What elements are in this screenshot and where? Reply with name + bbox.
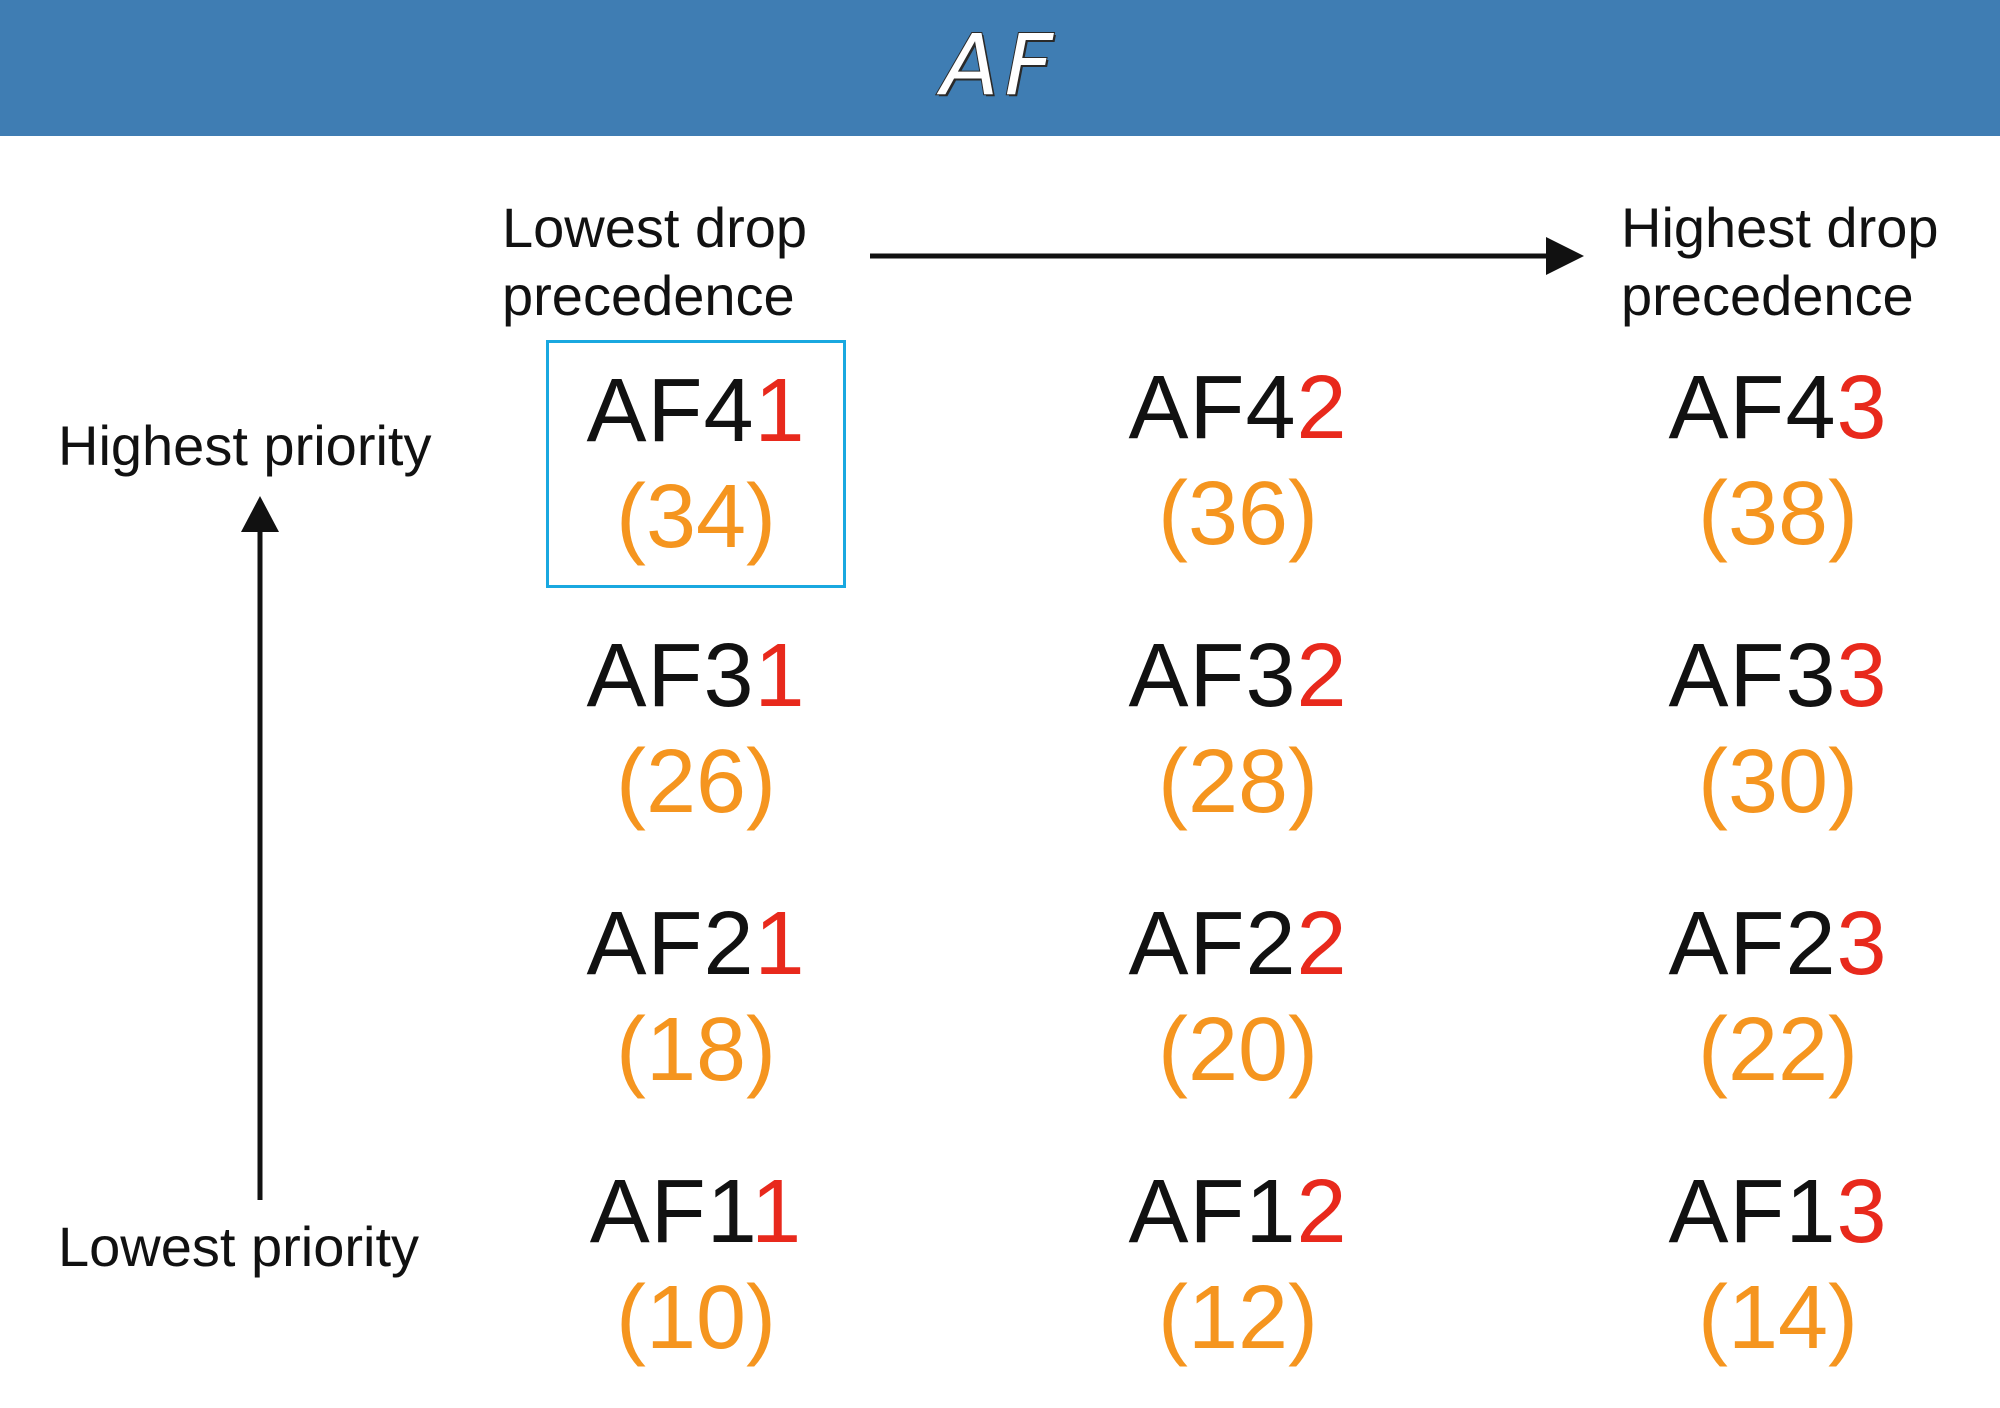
af-code: AF21 [546,894,846,994]
dscp-value: (12) [1157,1268,1319,1368]
dscp-value: (22) [1697,1000,1859,1100]
af-drop-digit: 3 [1836,626,1888,726]
lowest-priority-label: Lowest priority [58,1215,420,1278]
dscp-value: (20) [1157,1000,1319,1100]
dscp-value: (28) [1157,732,1319,832]
af-code: AF12 [1088,1162,1388,1262]
af-drop-digit: 1 [754,894,806,994]
af-code: AF43 [1628,358,1928,458]
af-class-prefix: AF2 [1668,894,1837,994]
af-drop-digit: 2 [1296,626,1348,726]
af-cell: AF33 (30) [1628,608,1928,856]
dscp-value: (34) [615,467,777,567]
priority-arrow-head [241,496,279,532]
af-class-prefix: AF1 [1128,1162,1297,1262]
af-cell: AF31 (26) [546,608,846,856]
lowest-drop-label-line-2: precedence [502,264,795,327]
af-code: AF42 [1088,358,1388,458]
drop-precedence-arrow [870,237,1584,275]
af-class-prefix: AF1 [1668,1162,1837,1262]
af-drop-digit: 2 [1296,1162,1348,1262]
af-cell: AF13 (14) [1628,1144,1928,1392]
af-cell: AF23 (22) [1628,876,1928,1124]
af-code: AF31 [546,626,846,726]
title-bar: AF [0,0,2000,136]
af-class-prefix: AF2 [586,894,755,994]
af-cell: AF21 (18) [546,876,846,1124]
af-cell: AF11 (10) [546,1144,846,1392]
af-drop-digit: 1 [754,361,806,461]
highest-drop-label-line-1: Highest drop [1621,196,1939,259]
highest-drop-label-line-2: precedence [1621,264,1914,327]
af-class-prefix: AF4 [1668,358,1837,458]
dscp-value: (30) [1697,732,1859,832]
dscp-value: (18) [615,1000,777,1100]
af-class-prefix: AF3 [586,626,755,726]
af-drop-digit: 1 [751,1162,803,1262]
af-drop-digit: 2 [1296,358,1348,458]
af-code: AF32 [1088,626,1388,726]
af-class-prefix: AF3 [1668,626,1837,726]
af-drop-digit: 3 [1836,1162,1888,1262]
af-code: AF41 [549,361,843,461]
lowest-drop-precedence-label: Lowest drop precedence [502,194,807,330]
dscp-value: (36) [1157,464,1319,564]
priority-arrow [241,496,279,1200]
drop-precedence-arrow-head [1546,237,1584,275]
af-cell: AF42 (36) [1088,340,1388,588]
dscp-value: (26) [615,732,777,832]
page-title: AF [940,15,1059,115]
af-class-prefix: AF1 [589,1162,752,1262]
highest-drop-precedence-label: Highest drop precedence [1621,194,1939,330]
af-code: AF22 [1088,894,1388,994]
af-cell: AF22 (20) [1088,876,1388,1124]
lowest-drop-label-line-1: Lowest drop [502,196,808,259]
dscp-value: (14) [1697,1268,1859,1368]
af-class-prefix: AF2 [1128,894,1297,994]
af-code: AF33 [1628,626,1928,726]
af-class-prefix: AF4 [586,361,755,461]
af-cell: AF41 (34) [546,340,846,588]
dscp-value: (38) [1697,464,1859,564]
af-code: AF23 [1628,894,1928,994]
af-drop-digit: 3 [1836,894,1888,994]
af-cell: AF43 (38) [1628,340,1928,588]
af-drop-digit: 2 [1296,894,1348,994]
af-code: AF11 [546,1162,846,1262]
dscp-value: (10) [615,1268,777,1368]
af-cell: AF12 (12) [1088,1144,1388,1392]
af-drop-digit: 1 [754,626,806,726]
af-code: AF13 [1628,1162,1928,1262]
af-drop-digit: 3 [1836,358,1888,458]
af-cell: AF32 (28) [1088,608,1388,856]
af-class-prefix: AF3 [1128,626,1297,726]
af-class-prefix: AF4 [1128,358,1297,458]
highest-priority-label: Highest priority [58,414,432,477]
